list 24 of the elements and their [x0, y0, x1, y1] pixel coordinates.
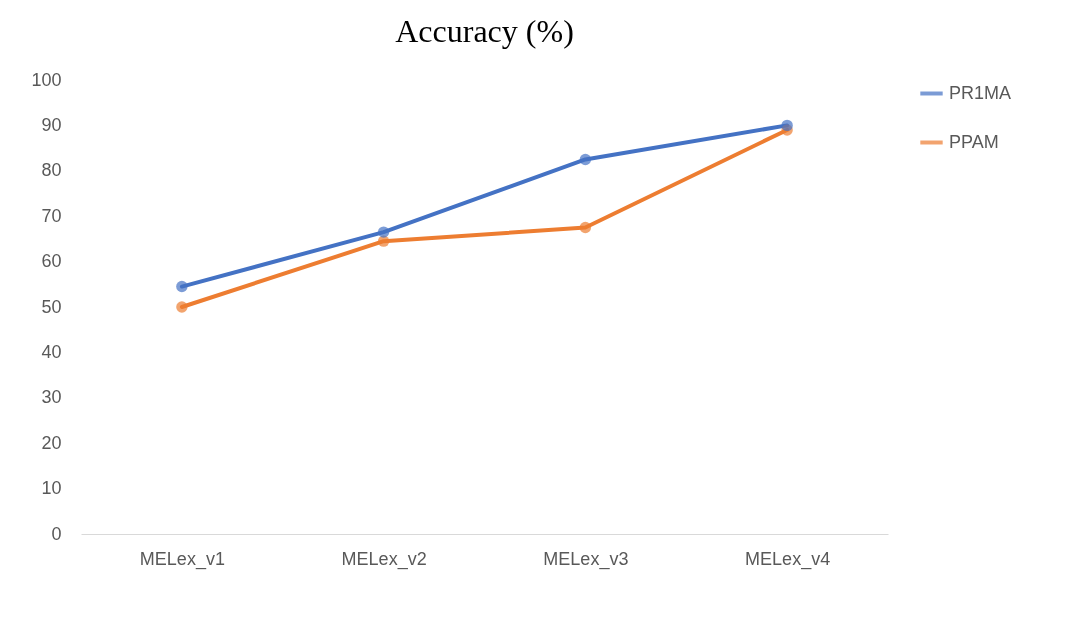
x-tick-label: MELex_v4: [745, 548, 831, 570]
y-tick-label: 30: [41, 387, 62, 408]
point: [579, 153, 592, 166]
x-tick-label: MELex_v1: [139, 548, 225, 570]
chart-title: Accuracy (%): [395, 13, 574, 49]
point: [781, 119, 793, 132]
point: [176, 301, 188, 313]
legend-label: PPAM: [949, 131, 999, 152]
y-tick-label: 40: [41, 341, 62, 362]
y-tick-label: 90: [41, 114, 62, 135]
y-tick-label: 20: [41, 432, 62, 453]
y-tick-label: 10: [41, 478, 62, 499]
x-tick-label: MELex_v2: [341, 548, 427, 570]
y-tick-label: 70: [41, 205, 62, 226]
y-tick-label: 80: [41, 160, 62, 181]
y-tick-label: 100: [31, 69, 62, 90]
point: [176, 280, 188, 293]
y-tick-label: 50: [41, 296, 62, 317]
point: [579, 221, 592, 234]
y-tick-label: 60: [41, 251, 62, 272]
y-tick-label: 0: [51, 523, 62, 544]
point: [377, 226, 390, 238]
legend-label: PR1MA: [949, 82, 1012, 103]
x-tick-label: MELex_v3: [543, 548, 629, 570]
